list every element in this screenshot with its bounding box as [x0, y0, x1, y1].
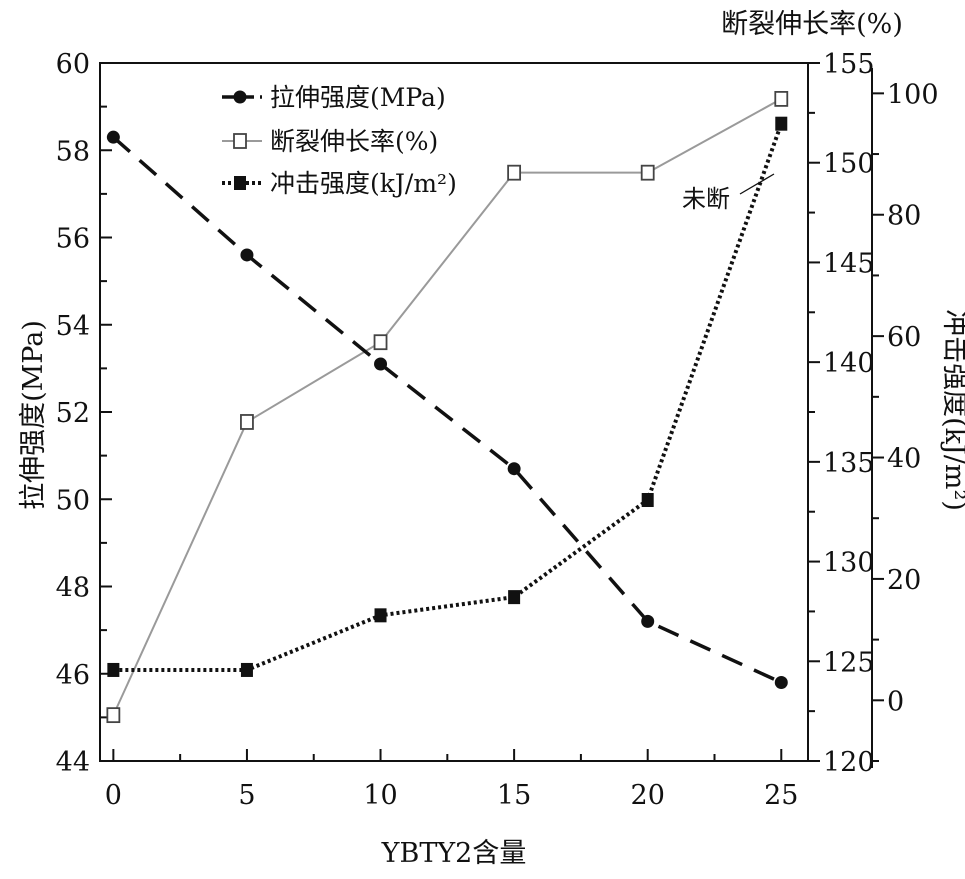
impact-series-line [113, 123, 784, 672]
tensile-point [507, 462, 521, 476]
impact-axis: 0 20 40 60 80 100 [872, 79, 939, 762]
legend: 拉伸强度(MPa) 断裂伸长率(%) 冲击强度(kJ/m²) [222, 83, 457, 198]
tensile-series-line [112, 135, 783, 685]
x-axis: 0 5 10 15 20 25 [105, 749, 798, 811]
elongation-tick-label: 130 [823, 548, 875, 579]
annotation-unbroken: 未断 [682, 173, 775, 213]
elongation-axis-title: 断裂伸长率(%) [721, 9, 903, 40]
elongation-tick-label: 125 [823, 647, 875, 678]
legend-elongation-marker [233, 133, 247, 149]
elongation-point [640, 164, 655, 181]
tensile-point [374, 357, 388, 371]
legend-elongation-label: 断裂伸长率(%) [270, 127, 438, 156]
elongation-tick-label: 140 [823, 348, 875, 379]
x-tick-label: 5 [238, 780, 255, 811]
tensile-tick-label: 60 [56, 49, 90, 80]
tensile-point [240, 248, 254, 262]
impact-point [641, 493, 654, 508]
impact-point [107, 662, 120, 677]
elongation-axis: 120 125 130 135 140 145 150 155 [808, 49, 875, 778]
legend-tensile-marker [233, 90, 247, 104]
impact-point [508, 590, 521, 605]
elongation-point [774, 90, 789, 107]
elongation-point [507, 164, 522, 181]
legend-impact-label: 冲击强度(kJ/m²) [270, 169, 457, 198]
impact-tick-label: 0 [887, 686, 904, 717]
x-tick-label: 15 [497, 780, 531, 811]
tensile-point [774, 675, 788, 689]
tensile-tick-label: 44 [56, 747, 90, 778]
tensile-point [641, 614, 655, 628]
tensile-tick-label: 48 [56, 573, 90, 604]
plot-frame [99, 62, 809, 762]
x-tick-label: 25 [764, 780, 798, 811]
impact-tick-label: 100 [887, 79, 939, 110]
elongation-series-line [112, 98, 782, 716]
tensile-tick-label: 54 [56, 311, 90, 342]
elongation-tick-label: 150 [823, 149, 875, 180]
x-tick-label: 0 [105, 780, 122, 811]
elongation-tick-label: 120 [823, 747, 875, 778]
impact-point [374, 608, 387, 623]
elongation-point [106, 707, 121, 724]
impact-point [775, 116, 788, 131]
tensile-tick-label: 50 [56, 485, 90, 516]
annotation-text: 未断 [682, 185, 730, 213]
elongation-tick-label: 135 [823, 448, 875, 479]
annotation-leader [739, 173, 775, 195]
elongation-tick-label: 155 [823, 49, 875, 80]
legend-tensile-label: 拉伸强度(MPa) [270, 83, 446, 112]
elongation-tick-label: 145 [823, 248, 875, 279]
tensile-tick-label: 56 [56, 224, 90, 255]
tensile-point [106, 130, 120, 144]
impact-point [240, 662, 253, 677]
impact-tick-label: 40 [887, 444, 921, 475]
tensile-axis: 44 46 48 50 52 54 56 58 60 [56, 49, 112, 778]
impact-tick-label: 60 [887, 322, 921, 353]
impact-tick-label: 80 [887, 201, 921, 232]
elongation-point [240, 414, 254, 430]
x-tick-label: 10 [363, 780, 397, 811]
tensile-tick-label: 58 [56, 136, 90, 167]
tensile-tick-label: 52 [56, 398, 90, 429]
x-axis-title: YBTY2含量 [381, 838, 527, 869]
elongation-point [373, 334, 388, 351]
impact-axis-title: 冲击强度(kJ/m²) [939, 309, 965, 511]
x-tick-label: 20 [631, 780, 665, 811]
tensile-axis-title: 拉伸强度(MPa) [18, 320, 49, 510]
impact-tick-label: 20 [887, 565, 921, 596]
legend-impact-marker [234, 176, 246, 190]
tensile-tick-label: 46 [56, 660, 90, 691]
series-layer [106, 90, 789, 724]
